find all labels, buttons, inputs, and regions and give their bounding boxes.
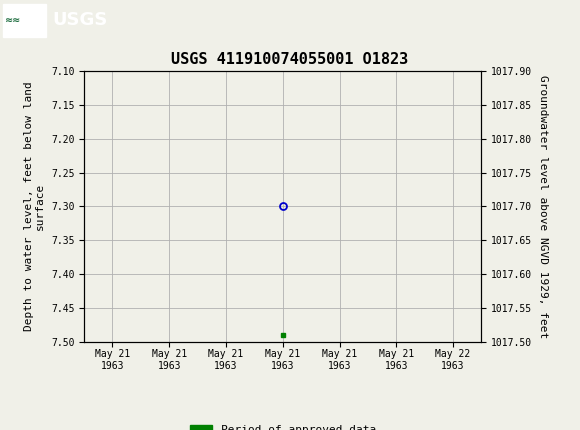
- Text: USGS 411910074055001 O1823: USGS 411910074055001 O1823: [171, 52, 409, 67]
- Text: USGS: USGS: [52, 12, 107, 29]
- Bar: [3, 4, 46, 37]
- Legend: Period of approved data: Period of approved data: [185, 421, 380, 430]
- Y-axis label: Depth to water level, feet below land
surface: Depth to water level, feet below land su…: [24, 82, 45, 331]
- Y-axis label: Groundwater level above NGVD 1929, feet: Groundwater level above NGVD 1929, feet: [538, 75, 548, 338]
- Text: ≈≈: ≈≈: [5, 15, 21, 25]
